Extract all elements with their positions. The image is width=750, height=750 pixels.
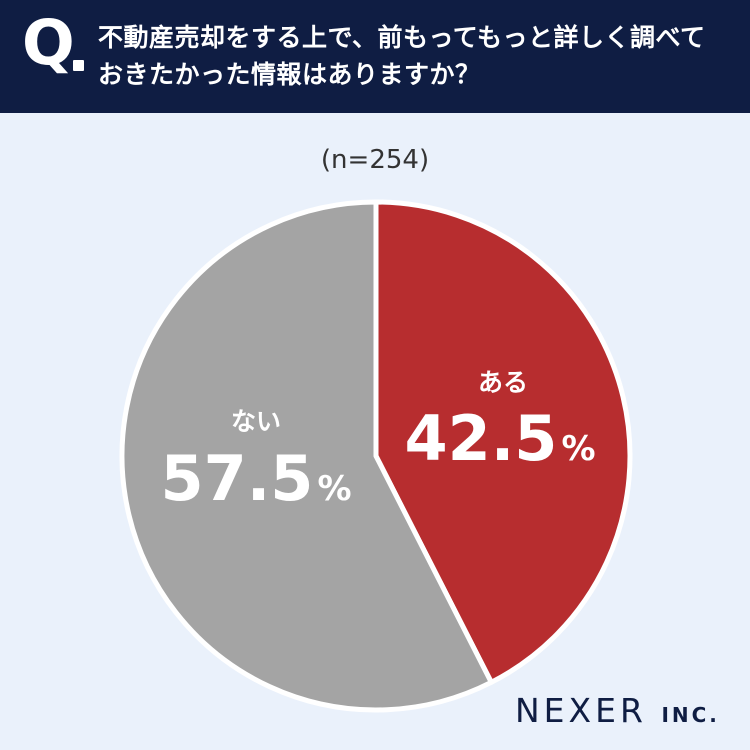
slice-value-label: 57.5% [160, 442, 351, 515]
pie-slice-2 [119, 199, 494, 713]
slice-value-unit: % [561, 429, 595, 469]
slice-value-label: 42.5% [404, 402, 595, 475]
question-mark-label: Q [22, 6, 75, 79]
slice-value-unit: % [317, 469, 351, 509]
logo-name: NEXER [515, 691, 647, 730]
slice-value-number: 42.5 [404, 402, 557, 475]
pie-labels: ある 42.5 % ない 57.5% [160, 368, 595, 515]
pie-slices [119, 199, 633, 713]
slice-value-number: 57.5 [160, 442, 313, 515]
logo-suffix: INC. [661, 703, 720, 727]
question-header: Q 不動産売却をする上で、前もってもっと詳しく調べて おきたかった情報はあります… [0, 0, 750, 113]
pie-slice-1 [373, 199, 633, 685]
sample-size-label: (n=254) [320, 145, 430, 175]
question-text: 不動産売却をする上で、前もってもっと詳しく調べて おきたかった情報はありますか？ [98, 19, 738, 93]
slice-category-label: ある [478, 368, 528, 397]
question-mark-dot [73, 60, 84, 71]
question-line-2: おきたかった情報はありますか？ [98, 60, 481, 89]
slice-category-label: ない [231, 407, 281, 436]
nexer-logo: NEXER INC. [515, 691, 720, 730]
question-line-1: 不動産売却をする上で、前もってもっと詳しく調べて [98, 23, 706, 52]
